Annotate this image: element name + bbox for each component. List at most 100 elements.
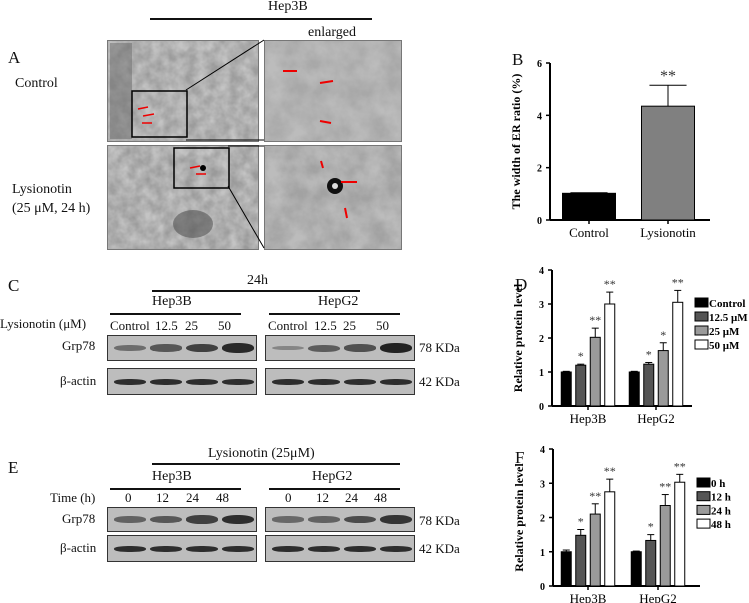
panel-e-treatment-header: Lysionotin (25μM): [208, 446, 315, 461]
y-tick-label: 2: [539, 334, 544, 345]
blot-grp78-hep3b: [107, 335, 257, 361]
bar: [560, 551, 572, 587]
protein-band: [114, 378, 146, 385]
protein-band: [308, 344, 340, 352]
y-tick-label: 4: [537, 111, 542, 122]
significance-marker: **: [660, 68, 676, 85]
blot-grp78-hepg2: [265, 507, 415, 532]
lane-label: 0: [125, 490, 132, 505]
protein-band: [380, 514, 412, 525]
lane-label: 12.5: [155, 318, 178, 333]
bar: [641, 105, 695, 221]
bar: [628, 371, 640, 407]
panel-label-f: F: [515, 448, 525, 467]
blot-beta-actin-hepg2: [265, 368, 415, 395]
bar: [645, 539, 657, 587]
em-image-control: [107, 40, 259, 142]
legend-label: 0 h: [711, 478, 725, 490]
row-label-grp78: Grp78: [62, 511, 96, 526]
panel-c-cell-line-hepg2: HepG2: [318, 294, 359, 309]
panel-e-cell-line-hep3b: Hep3B: [152, 469, 192, 484]
protein-band: [272, 516, 304, 523]
x-tick-label: HepG2: [637, 411, 675, 426]
y-tick-label: 6: [537, 59, 542, 70]
row-label-grp78: Grp78: [62, 338, 96, 353]
row-label-dose: (25 μM, 24 h): [12, 201, 91, 216]
significance-marker: *: [578, 514, 584, 528]
lane-label: 12: [156, 490, 169, 505]
panel-c-cell-line-hep3b: Hep3B: [152, 294, 192, 309]
panel-label-a: A: [8, 48, 21, 67]
legend-swatch: [696, 504, 711, 515]
y-tick-label: 1: [540, 548, 545, 559]
significance-marker: **: [674, 459, 686, 473]
bar: [575, 534, 587, 587]
protein-band: [222, 545, 254, 552]
header-divider: [110, 488, 241, 490]
lane-label: Control: [268, 318, 308, 333]
protein-band: [308, 378, 340, 385]
bar: [604, 303, 616, 407]
protein-band: [380, 343, 412, 353]
bar: [560, 371, 572, 407]
legend-label: 24 h: [711, 505, 731, 517]
y-axis-label: The width of ER ratio (%): [509, 74, 523, 210]
protein-band: [344, 344, 376, 352]
x-tick-label: Hep3B: [570, 591, 607, 603]
enlarged-label: enlarged: [308, 25, 356, 40]
significance-marker: *: [646, 347, 652, 361]
protein-band: [114, 516, 146, 523]
lane-label: 12: [316, 490, 329, 505]
header-divider: [152, 463, 400, 465]
protein-band: [150, 545, 182, 552]
y-tick-label: 0: [539, 402, 544, 413]
protein-band: [308, 545, 340, 552]
y-tick-label: 2: [537, 164, 542, 175]
size-label-42kda: 42 KDa: [419, 541, 460, 556]
chart-b: 0 2 4 6 The width of ER ratio (%) Control ** Ly…: [509, 59, 710, 240]
significance-marker: **: [589, 313, 601, 327]
y-tick-label: 0: [537, 216, 542, 227]
protein-band: [272, 545, 304, 552]
bar: [604, 491, 616, 587]
legend-swatch: [696, 477, 711, 488]
header-divider: [150, 18, 372, 20]
panel-label-b: B: [512, 50, 524, 69]
header-divider: [110, 313, 241, 315]
lane-label: 0: [285, 490, 292, 505]
row-label-beta-actin: β-actin: [60, 373, 97, 388]
protein-band: [380, 545, 412, 552]
y-tick-label: 1: [539, 368, 544, 379]
legend-label: 50 μM: [709, 340, 740, 352]
significance-marker: **: [589, 489, 601, 503]
legend-swatch: [694, 311, 709, 322]
legend-swatch: [694, 339, 709, 350]
blot-beta-actin-hep3b: [107, 368, 257, 395]
panel-e-cell-line-hepg2: HepG2: [312, 469, 353, 484]
y-tick-label: 3: [540, 479, 545, 490]
panel-label-d: D: [515, 275, 528, 294]
x-tick-label: HepG2: [639, 591, 677, 603]
y-tick-label: 4: [540, 445, 545, 456]
protein-band: [186, 545, 218, 552]
bar: [674, 481, 686, 587]
protein-band: [186, 378, 218, 385]
protein-band: [222, 378, 254, 385]
y-tick-label: 0: [540, 582, 545, 593]
lane-label: 25: [343, 318, 356, 333]
panel-c-time-header: 24h: [247, 273, 268, 288]
lane-label: 24: [345, 490, 358, 505]
size-label-42kda: 42 KDa: [419, 374, 460, 389]
protein-band: [380, 378, 412, 385]
legend-swatch: [694, 325, 709, 336]
y-tick-label: 3: [539, 300, 544, 311]
protein-band: [272, 378, 304, 385]
significance-marker: **: [604, 464, 616, 478]
legend-label: 12 h: [711, 492, 731, 504]
blot-grp78-hepg2: [265, 335, 415, 361]
legend-swatch: [696, 518, 711, 529]
em-image-control-enlarged: [264, 40, 402, 142]
x-tick-label: Control: [569, 225, 609, 240]
